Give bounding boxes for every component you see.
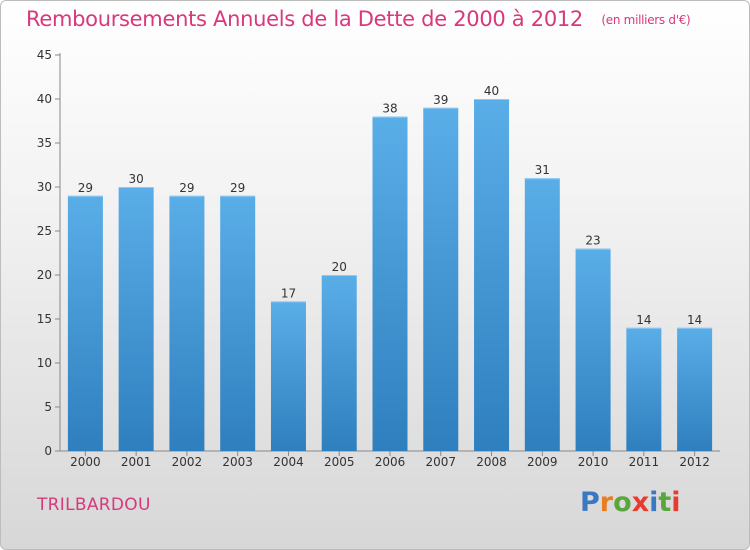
bar (677, 327, 713, 451)
bar-value-label: 20 (332, 260, 347, 274)
bar-value-label: 14 (636, 313, 651, 327)
x-tick-label: 2007 (425, 455, 456, 469)
bar (67, 195, 103, 451)
bar (118, 187, 154, 451)
data-labels: 2000 29 2001 30 2002 29 2003 29 2004 17 2005 20 2006… (70, 84, 710, 469)
bars (67, 99, 713, 452)
y-tick-label: 40 (37, 92, 52, 106)
logo-letter: i (671, 487, 681, 518)
logo-letter: r (599, 487, 614, 518)
x-tick-label: 2009 (527, 455, 558, 469)
bar-value-label: 31 (535, 163, 550, 177)
bar-value-label: 30 (129, 172, 144, 186)
bar (372, 116, 408, 451)
bar-value-label: 17 (281, 286, 296, 300)
chart-title: Remboursements Annuels de la Dette de 20… (26, 7, 691, 31)
logo-letter: o (613, 487, 632, 518)
x-tick-label: 2006 (375, 455, 406, 469)
x-tick-label: 2000 (70, 455, 101, 469)
x-tick-label: 2003 (222, 455, 253, 469)
bar (270, 301, 306, 451)
x-tick-label: 2008 (476, 455, 507, 469)
bar-value-label: 29 (230, 181, 245, 195)
y-tick-label: 0 (44, 444, 52, 458)
bar (321, 275, 357, 451)
bar (220, 195, 256, 451)
chart-title-text: Remboursements Annuels de la Dette de 20… (26, 7, 583, 31)
bar-value-label: 23 (585, 234, 600, 248)
bar-value-label: 29 (78, 181, 93, 195)
bar-value-label: 14 (687, 313, 702, 327)
y-tick-label: 45 (37, 48, 52, 62)
bar (575, 248, 611, 451)
bar-value-label: 40 (484, 84, 499, 98)
y-tick-label: 20 (37, 268, 52, 282)
bar (169, 195, 205, 451)
bar (474, 99, 510, 451)
x-tick-label: 2005 (324, 455, 355, 469)
y-tick-label: 5 (44, 400, 52, 414)
bar (626, 327, 662, 451)
y-tick-label: 10 (37, 356, 52, 370)
bar (524, 178, 560, 451)
bar-value-label: 29 (179, 181, 194, 195)
bar-value-label: 38 (382, 102, 397, 116)
logo-letter: i (649, 487, 659, 518)
y-tick-label: 25 (37, 224, 52, 238)
x-tick-label: 2002 (172, 455, 203, 469)
y-tick-label: 30 (37, 180, 52, 194)
y-tick-label: 35 (37, 136, 52, 150)
x-tick-label: 2001 (121, 455, 152, 469)
x-tick-label: 2012 (679, 455, 710, 469)
logo-letter: x (631, 487, 650, 518)
chart-unit: (en milliers d'€) (601, 13, 691, 27)
commune-name: TRILBARDOU (37, 495, 151, 515)
x-tick-label: 2010 (578, 455, 609, 469)
bar-value-label: 39 (433, 93, 448, 107)
y-tick-label: 15 (37, 312, 52, 326)
bar (423, 107, 459, 452)
proxiti-logo: Proxiti (580, 487, 681, 518)
logo-letter: t (658, 487, 672, 518)
x-tick-label: 2004 (273, 455, 304, 469)
x-tick-label: 2011 (629, 455, 660, 469)
logo-letter: P (580, 487, 600, 518)
